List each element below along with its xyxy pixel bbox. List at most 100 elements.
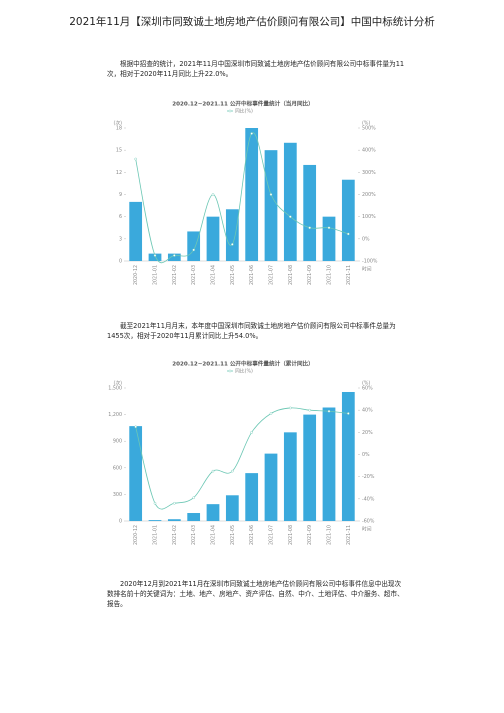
y-tick-label: 0 <box>119 519 122 525</box>
line-point <box>250 132 253 135</box>
x-axis-label: 时间 <box>362 266 372 273</box>
paragraph: 根据中招查的统计，2021年11月中国深圳市同致诚土地房地产估价顾问有限公司中标… <box>107 60 405 78</box>
x-tick-label: 2021-05 <box>230 265 236 285</box>
line-point <box>269 412 273 415</box>
line-point <box>308 226 311 230</box>
bar <box>322 216 336 261</box>
bar <box>206 504 220 521</box>
line-point <box>347 412 350 415</box>
paragraph: 2020年12月到2021年11月在深圳市同致诚土地房地产估价顾问有限公司中标事… <box>107 580 404 608</box>
paragraph: 截至2021年11月月末，本年度中国深圳市同致诚土地房地产估价顾问有限公司中标事… <box>107 322 396 340</box>
y2-tick-label: 60% <box>362 386 373 392</box>
y-tick-label: 900 <box>113 439 122 445</box>
bar <box>225 495 239 521</box>
line-point <box>192 248 195 252</box>
y2-axis-label: (%) <box>362 121 370 127</box>
line-point <box>173 501 176 505</box>
bar <box>245 473 259 521</box>
y-tick-label: 1,200 <box>108 412 122 418</box>
chart-title: 2020.12~2021.11 公开中标事件量统计（当月同比） <box>172 100 314 108</box>
x-tick-label: 2021-08 <box>288 525 294 545</box>
y2-tick-label: 200% <box>362 192 376 198</box>
bar <box>245 128 259 261</box>
y2-tick-label: -40% <box>362 496 375 502</box>
y2-tick-label: -60% <box>362 519 375 525</box>
line-point <box>269 193 273 196</box>
x-tick-label: 2020-12 <box>133 525 139 545</box>
y2-tick-label: 100% <box>362 214 376 220</box>
bar <box>341 179 355 261</box>
x-axis-label: 时间 <box>362 526 372 533</box>
x-tick-label: 2021-01 <box>153 265 159 285</box>
x-tick-label: 2021-03 <box>191 525 197 545</box>
bar <box>129 426 143 521</box>
page-title: 2021年11月【深圳市同致诚土地房地产估价顾问有限公司】中国中标统计分析 <box>69 16 435 28</box>
line <box>135 132 349 264</box>
y2-axis-label: (%) <box>362 381 370 387</box>
x-tick-label: 2021-09 <box>307 525 313 545</box>
bar <box>167 519 181 521</box>
y2-tick-label: -100% <box>362 259 378 265</box>
y2-tick-label: 0% <box>362 452 370 458</box>
chart: 2020.12~2021.11 公开中标事件量统计（累计同比） (次) (%) 0 30… <box>108 360 375 546</box>
x-tick-label: 2021-05 <box>230 525 236 545</box>
x-tick-label: 2021-10 <box>327 525 333 545</box>
y2-tick-label: 500% <box>362 126 376 132</box>
line-point <box>289 215 292 218</box>
bar <box>322 407 336 521</box>
x-tick-label: 2021-09 <box>307 265 313 285</box>
line-point <box>173 254 176 257</box>
chart: 2020.12~2021.11 公开中标事件量统计（当月同比） (次) (%) 0 3 6… <box>113 100 378 286</box>
x-tick-label: 2021-02 <box>172 265 178 285</box>
x-tick-label: 2021-03 <box>191 265 197 285</box>
x-tick-label: 2021-01 <box>153 525 159 545</box>
x-tick-label: 2021-10 <box>327 265 333 285</box>
x-tick-label: 2021-06 <box>249 265 255 285</box>
legend-swatch <box>228 369 232 373</box>
line-point <box>250 431 253 434</box>
bar <box>206 216 220 261</box>
y-axis-label: (次) <box>113 380 122 387</box>
line-point <box>308 408 311 412</box>
x-tick-label: 2021-11 <box>346 525 352 545</box>
x-tick-label: 2021-04 <box>211 265 217 285</box>
line-point <box>192 496 195 500</box>
y2-tick-label: 20% <box>362 430 373 436</box>
line-point <box>347 232 350 236</box>
legend-label: 同比(%) <box>235 368 253 375</box>
line-point <box>134 425 137 429</box>
x-tick-label: 2021-08 <box>288 265 294 285</box>
y2-tick-label: 0% <box>362 236 370 242</box>
chart-1: 2020.12~2021.11 公开中标事件量统计（累计同比） (次) (%) 0 30… <box>108 358 378 549</box>
bar <box>129 201 143 261</box>
y-axis-label: (次) <box>113 120 122 127</box>
line-point <box>134 157 137 161</box>
x-tick-label: 2021-07 <box>269 265 275 285</box>
line-point <box>231 469 234 473</box>
chart-title: 2020.12~2021.11 公开中标事件量统计（累计同比） <box>172 360 314 368</box>
y-tick-label: 9 <box>119 192 122 198</box>
bar <box>148 520 162 521</box>
y2-tick-label: -20% <box>362 474 375 480</box>
bar <box>341 391 355 521</box>
bar <box>167 253 181 261</box>
y-tick-label: 1,500 <box>108 386 122 392</box>
bar <box>303 164 317 261</box>
y-tick-label: 600 <box>113 465 122 471</box>
y-tick-label: 6 <box>119 214 122 220</box>
y2-tick-label: 40% <box>362 408 373 414</box>
x-tick-label: 2021-04 <box>211 525 217 545</box>
y-tick-label: 300 <box>113 492 122 498</box>
line-point <box>211 469 215 473</box>
line <box>135 407 349 510</box>
x-tick-label: 2020-12 <box>133 265 139 285</box>
x-tick-label: 2021-02 <box>172 525 178 545</box>
y-tick-label: 15 <box>116 148 122 154</box>
bar <box>264 453 278 521</box>
legend-label: 同比(%) <box>235 108 253 115</box>
line-point <box>327 409 331 413</box>
y-tick-label: 0 <box>119 259 122 265</box>
x-tick-label: 2021-11 <box>346 265 352 285</box>
line-point <box>289 406 292 410</box>
line-point <box>153 501 157 505</box>
